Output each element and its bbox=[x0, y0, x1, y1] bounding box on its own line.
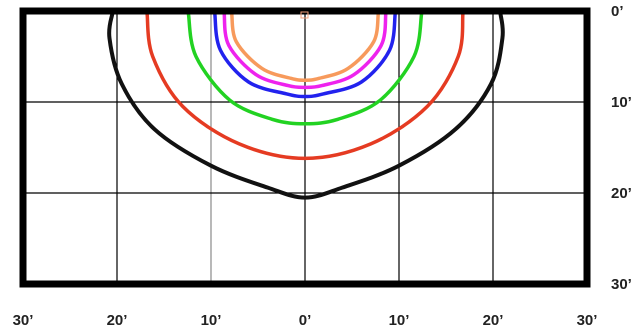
y-tick-label: 20’ bbox=[611, 185, 632, 202]
x-tick-label: 0’ bbox=[299, 312, 312, 329]
x-tick-label: 30’ bbox=[577, 312, 598, 329]
x-tick-label: 10’ bbox=[389, 312, 410, 329]
isolux-curve-1 bbox=[107, 11, 505, 200]
x-axis-tick-labels: 30’ 20’ 10’ 0’ 10’ 20’ 30’ bbox=[13, 312, 598, 329]
y-axis-tick-labels: 0’ 10’ 20’ 30’ bbox=[611, 3, 632, 293]
isolux-curve-2 bbox=[145, 11, 465, 161]
isolux-curve-6 bbox=[229, 11, 381, 82]
x-tick-label: 10’ bbox=[201, 312, 222, 329]
isolux-curves bbox=[107, 11, 505, 200]
x-tick-label: 20’ bbox=[107, 312, 128, 329]
isolux-curve-4 bbox=[213, 11, 397, 99]
isolux-curve-3 bbox=[186, 11, 424, 126]
y-tick-label: 0’ bbox=[611, 3, 624, 20]
x-tick-label: 20’ bbox=[483, 312, 504, 329]
y-tick-label: 30’ bbox=[611, 276, 632, 293]
plot-frame bbox=[19, 7, 591, 288]
isolux-curve-5 bbox=[222, 11, 388, 90]
center-marker bbox=[300, 11, 309, 19]
y-tick-label: 10’ bbox=[611, 94, 632, 111]
x-tick-label: 30’ bbox=[13, 312, 34, 329]
grid-lines bbox=[23, 11, 587, 284]
